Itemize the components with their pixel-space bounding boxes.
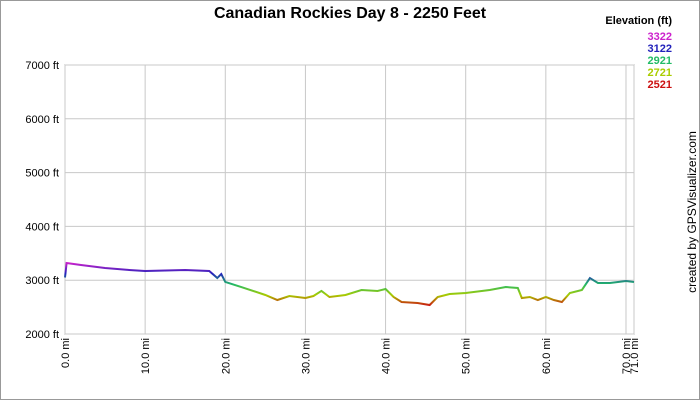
y-tick-label: 3000 ft bbox=[25, 275, 59, 287]
chart-title: Canadian Rockies Day 8 - 2250 Feet bbox=[214, 5, 487, 22]
legend-value: 2521 bbox=[648, 79, 672, 91]
x-tick-label: 30.0 mi bbox=[300, 338, 312, 374]
x-tick-label: 0.0 mi bbox=[60, 338, 72, 368]
y-tick-label: 2000 ft bbox=[25, 329, 59, 341]
elevation-line bbox=[64, 261, 635, 307]
y-tick-label: 7000 ft bbox=[25, 60, 59, 72]
legend-value: 3122 bbox=[648, 43, 672, 55]
legend-value: 2721 bbox=[648, 67, 672, 79]
x-tick-label: 70.0 mi bbox=[621, 338, 633, 374]
x-tick-label: 10.0 mi bbox=[140, 338, 152, 374]
y-tick-label: 6000 ft bbox=[25, 114, 59, 126]
plot-area bbox=[64, 64, 635, 335]
legend-title: Elevation (ft) bbox=[605, 15, 672, 27]
legend-value: 2921 bbox=[648, 55, 672, 67]
x-tick-label: 71.0 mi bbox=[629, 338, 641, 374]
x-tick-label: 20.0 mi bbox=[220, 338, 232, 374]
y-tick-label: 5000 ft bbox=[25, 168, 59, 180]
credit: created by GPSVisualizer.com bbox=[685, 131, 699, 293]
x-tick-label: 50.0 mi bbox=[461, 338, 473, 374]
x-tick-label: 60.0 mi bbox=[541, 338, 553, 374]
legend-value: 3322 bbox=[648, 31, 672, 43]
y-tick-label: 4000 ft bbox=[25, 221, 59, 233]
x-tick-label: 40.0 mi bbox=[381, 338, 393, 374]
